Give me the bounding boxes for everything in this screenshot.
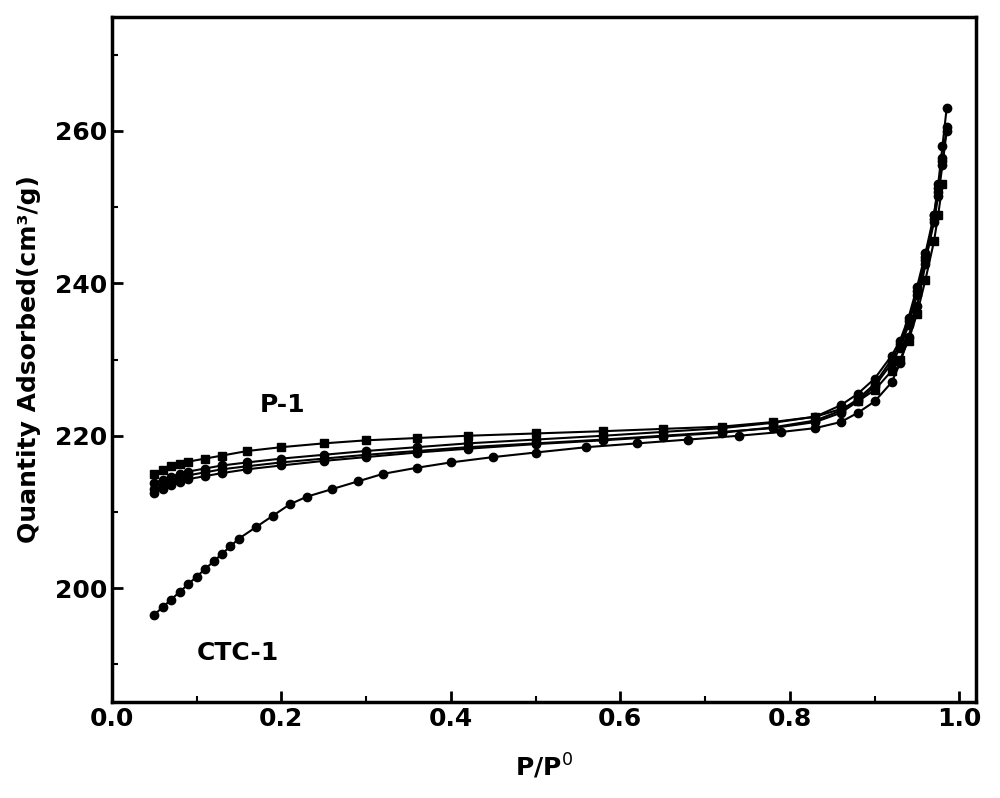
X-axis label: P/P$^0$: P/P$^0$ — [515, 753, 573, 781]
Text: CTC-1: CTC-1 — [197, 642, 279, 666]
Y-axis label: Quantity Adsorbed(cm³/g): Quantity Adsorbed(cm³/g) — [17, 176, 41, 543]
Text: P-1: P-1 — [260, 393, 306, 417]
